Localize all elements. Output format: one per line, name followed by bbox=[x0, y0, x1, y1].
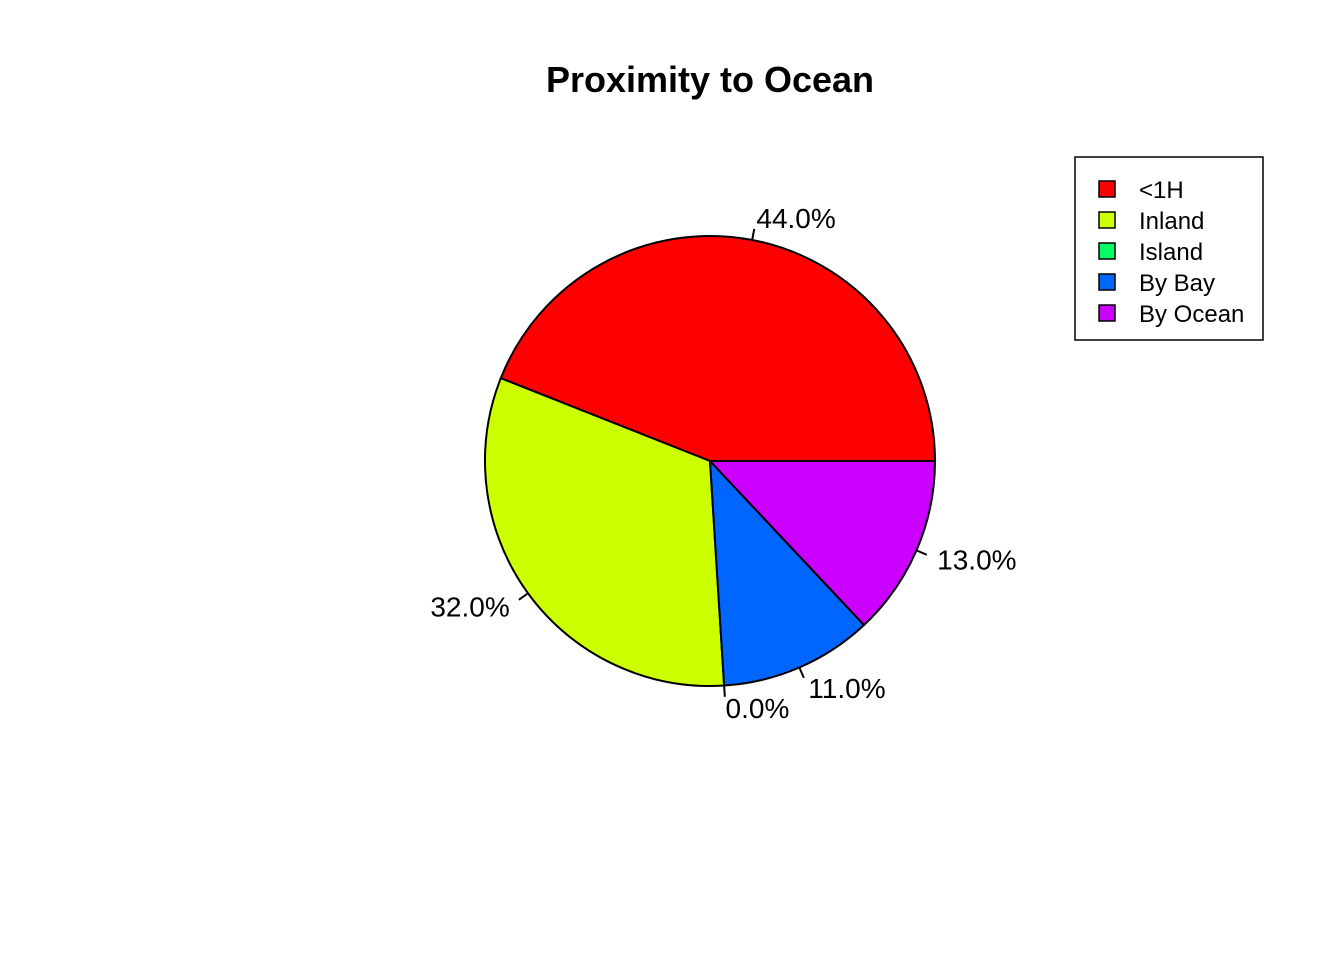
legend-label-1h: <1H bbox=[1139, 177, 1184, 204]
label-tick-by-ocean bbox=[916, 549, 928, 556]
pie-slices bbox=[484, 235, 936, 687]
slice-labels: 44.0% 32.0% 0.0% 11.0% 13.0% bbox=[430, 203, 1016, 724]
slice-label-island: 0.0% bbox=[726, 693, 790, 724]
legend-swatch-inland bbox=[1098, 211, 1116, 229]
legend-label-inland: Inland bbox=[1139, 208, 1204, 235]
slice-label-by-ocean: 13.0% bbox=[937, 544, 1016, 575]
pie-slice-by-bay bbox=[709, 460, 866, 687]
legend-swatch-island bbox=[1098, 242, 1116, 260]
label-tick-1h bbox=[751, 228, 756, 241]
legend-label-island: Island bbox=[1139, 239, 1203, 266]
slice-label-1h: 44.0% bbox=[756, 203, 835, 234]
pie-slice-inland bbox=[484, 377, 726, 687]
slice-label-by-bay: 11.0% bbox=[808, 673, 885, 704]
legend-swatch-by-ocean bbox=[1098, 304, 1116, 322]
label-tick-by-bay bbox=[798, 667, 805, 679]
label-tick-island bbox=[723, 685, 726, 697]
chart-title: Proximity to Ocean bbox=[546, 59, 874, 100]
legend: <1H Inland Island By Bay By Ocean bbox=[1074, 156, 1264, 341]
legend-swatch-1h bbox=[1098, 180, 1116, 198]
slice-label-inland: 32.0% bbox=[430, 591, 509, 622]
legend-label-by-ocean: By Ocean bbox=[1139, 301, 1244, 328]
label-tick-inland bbox=[518, 592, 529, 601]
legend-swatch-by-bay bbox=[1098, 273, 1116, 291]
pie-slice-by-ocean bbox=[709, 460, 936, 627]
legend-label-by-bay: By Bay bbox=[1139, 270, 1215, 297]
